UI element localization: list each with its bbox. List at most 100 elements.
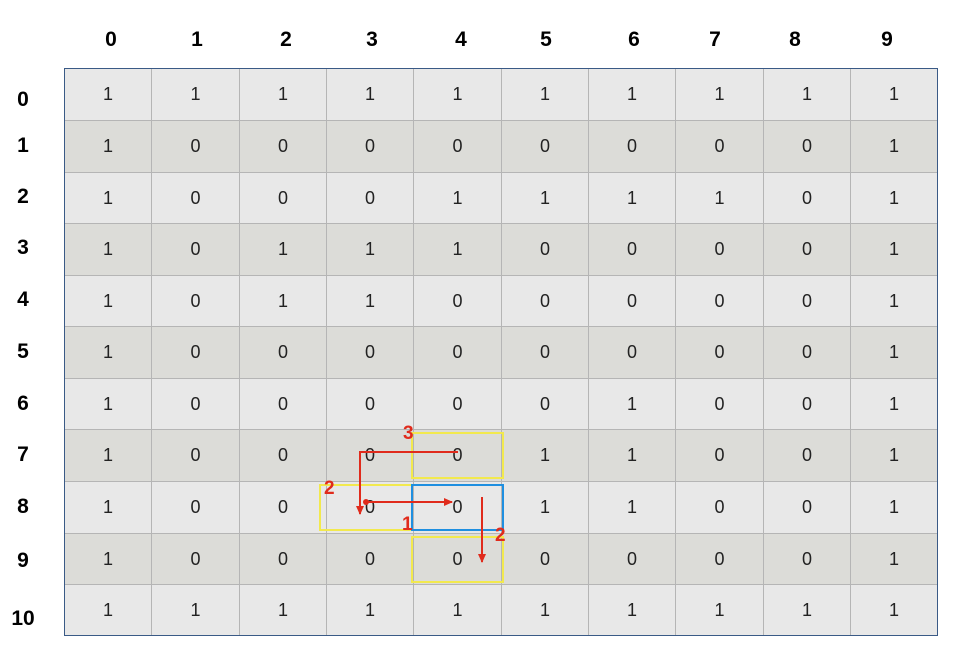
grid-cell-r6-c1: 0 bbox=[152, 379, 240, 430]
grid-cell-r4-c3: 1 bbox=[327, 276, 414, 327]
grid-cell-r6-c3: 0 bbox=[327, 379, 414, 430]
grid-cell-r4-c6: 0 bbox=[589, 276, 676, 327]
grid-cell-r2-c0: 1 bbox=[65, 173, 152, 224]
row-header-7: 7 bbox=[17, 443, 29, 466]
grid-cell-r8-c2: 0 bbox=[240, 482, 327, 534]
grid-cell-r5-c2: 0 bbox=[240, 327, 327, 379]
grid-cell-r1-c0: 1 bbox=[65, 121, 152, 173]
grid-cell-r9-c1: 0 bbox=[152, 534, 240, 585]
row-header-3: 3 bbox=[17, 236, 29, 259]
grid-cell-r1-c7: 0 bbox=[676, 121, 764, 173]
grid-cell-r5-c5: 0 bbox=[502, 327, 589, 379]
grid-cell-r10-c3: 1 bbox=[327, 585, 414, 635]
grid-cell-r2-c9: 1 bbox=[851, 173, 937, 224]
grid-cell-r9-c2: 0 bbox=[240, 534, 327, 585]
step-label-1: 1 bbox=[402, 514, 413, 535]
row-header-5: 5 bbox=[17, 340, 29, 363]
grid-cell-r5-c1: 0 bbox=[152, 327, 240, 379]
grid-cell-r9-c5: 0 bbox=[502, 534, 589, 585]
arrow-origin-dot bbox=[363, 499, 369, 505]
grid-cell-r0-c4: 1 bbox=[414, 69, 502, 121]
row-header-10: 10 bbox=[11, 607, 35, 630]
grid-cell-r4-c2: 1 bbox=[240, 276, 327, 327]
grid-cell-r3-c5: 0 bbox=[502, 224, 589, 276]
grid-cell-r10-c9: 1 bbox=[888, 599, 899, 620]
grid-cell-r7-c8: 0 bbox=[764, 430, 851, 482]
row-header-4: 4 bbox=[17, 288, 29, 311]
step-label-2-down: 2 bbox=[495, 525, 506, 546]
grid-cell-r10-c5: 1 bbox=[502, 585, 589, 635]
grid-cell-r3-c9: 1 bbox=[851, 224, 937, 276]
grid-cell-r0-c3: 1 bbox=[327, 69, 414, 121]
grid-cell-r3-c1: 0 bbox=[152, 224, 240, 276]
grid-cell-r0-c8: 1 bbox=[764, 69, 851, 121]
grid-cell-r5-c6: 0 bbox=[589, 327, 676, 379]
grid-cell-r6-c0: 1 bbox=[65, 379, 152, 430]
grid-cell-r2-c7: 1 bbox=[676, 173, 764, 224]
row-header-1: 1 bbox=[17, 134, 29, 157]
grid-cell-r6-c2: 0 bbox=[240, 379, 327, 430]
grid-cell-r2-c4: 1 bbox=[414, 173, 502, 224]
grid-cell-r1-c8: 0 bbox=[764, 121, 851, 173]
grid-cell-r8-c1: 0 bbox=[152, 482, 240, 534]
grid-cell-r7-c9: 1 bbox=[851, 430, 937, 482]
grid-cell-r7-c4: 0 bbox=[414, 430, 502, 482]
grid-cell-r4-c7: 0 bbox=[676, 276, 764, 327]
column-header-8: 8 bbox=[789, 28, 801, 51]
column-header-9: 9 bbox=[881, 28, 893, 51]
grid-cell-r9-c0: 1 bbox=[65, 534, 152, 585]
grid-cell-r8-c8: 0 bbox=[764, 482, 851, 534]
highlight-box-row7-col4 bbox=[411, 432, 504, 479]
grid-cell-r3-c8: 0 bbox=[764, 224, 851, 276]
grid-cell-r10-c2: 1 bbox=[240, 585, 327, 635]
grid-cell-r8-c9: 1 bbox=[851, 482, 937, 534]
grid-cell-r9-c6: 0 bbox=[589, 534, 676, 585]
column-header-7: 7 bbox=[709, 28, 721, 51]
row-header-2: 2 bbox=[17, 185, 29, 208]
grid-cell-r5-c7: 0 bbox=[676, 327, 764, 379]
column-header-6: 6 bbox=[628, 28, 640, 51]
grid-cell-r2-c5: 1 bbox=[502, 173, 589, 224]
grid-cell-r8-c6: 1 bbox=[589, 482, 676, 534]
grid-cell-r6-c5: 0 bbox=[502, 379, 589, 430]
grid-cell-r7-c1: 0 bbox=[152, 430, 240, 482]
arrow-up-then-left-then-down bbox=[356, 451, 458, 515]
grid-cell-r5-c3: 0 bbox=[327, 327, 414, 379]
row-header-6: 6 bbox=[17, 392, 29, 415]
grid-cell-r5-c9: 1 bbox=[851, 327, 937, 379]
row-header-8: 8 bbox=[17, 495, 29, 518]
grid-cell-r1-c2: 0 bbox=[240, 121, 327, 173]
highlight-box-start-row8-col4 bbox=[411, 484, 504, 531]
grid-cell-r6-c4: 0 bbox=[414, 379, 502, 430]
grid-cell-r0-c9: 1 bbox=[851, 69, 937, 121]
grid-cell-r3-c3: 1 bbox=[327, 224, 414, 276]
grid-cell-r8-c7: 0 bbox=[676, 482, 764, 534]
grid-cell-r7-c0: 1 bbox=[65, 430, 152, 482]
highlight-box-row9-col4 bbox=[411, 536, 504, 583]
step-label-3: 3 bbox=[403, 423, 414, 444]
grid-cell-r0-c5: 1 bbox=[502, 69, 589, 121]
grid-cell-r6-c9: 1 bbox=[851, 379, 937, 430]
grid-cell-r0-c1: 1 bbox=[152, 69, 240, 121]
grid-cell-r7-c7: 0 bbox=[676, 430, 764, 482]
step-label-2-left: 2 bbox=[324, 478, 335, 499]
grid-cell-r2-c1: 0 bbox=[152, 173, 240, 224]
grid-cell-r9-c3: 0 bbox=[327, 534, 414, 585]
grid-cell-r9-c7: 0 bbox=[676, 534, 764, 585]
grid-cell-r8-c3: 0 bbox=[327, 482, 414, 534]
grid-cell-r0-c6: 1 bbox=[589, 69, 676, 121]
grid-cell-r4-c0: 1 bbox=[65, 276, 152, 327]
grid-cell-r4-c1: 0 bbox=[152, 276, 240, 327]
grid-cell-r2-c2: 0 bbox=[240, 173, 327, 224]
grid-cell-r4-c5: 0 bbox=[502, 276, 589, 327]
grid-cell-r7-c5: 1 bbox=[502, 430, 589, 482]
grid-cell-r10-c7: 1 bbox=[676, 585, 764, 635]
grid-cell-r0-c7: 1 bbox=[676, 69, 764, 121]
grid-cell-r1-c5: 0 bbox=[502, 121, 589, 173]
grid-cell-r0-c2: 1 bbox=[240, 69, 327, 121]
